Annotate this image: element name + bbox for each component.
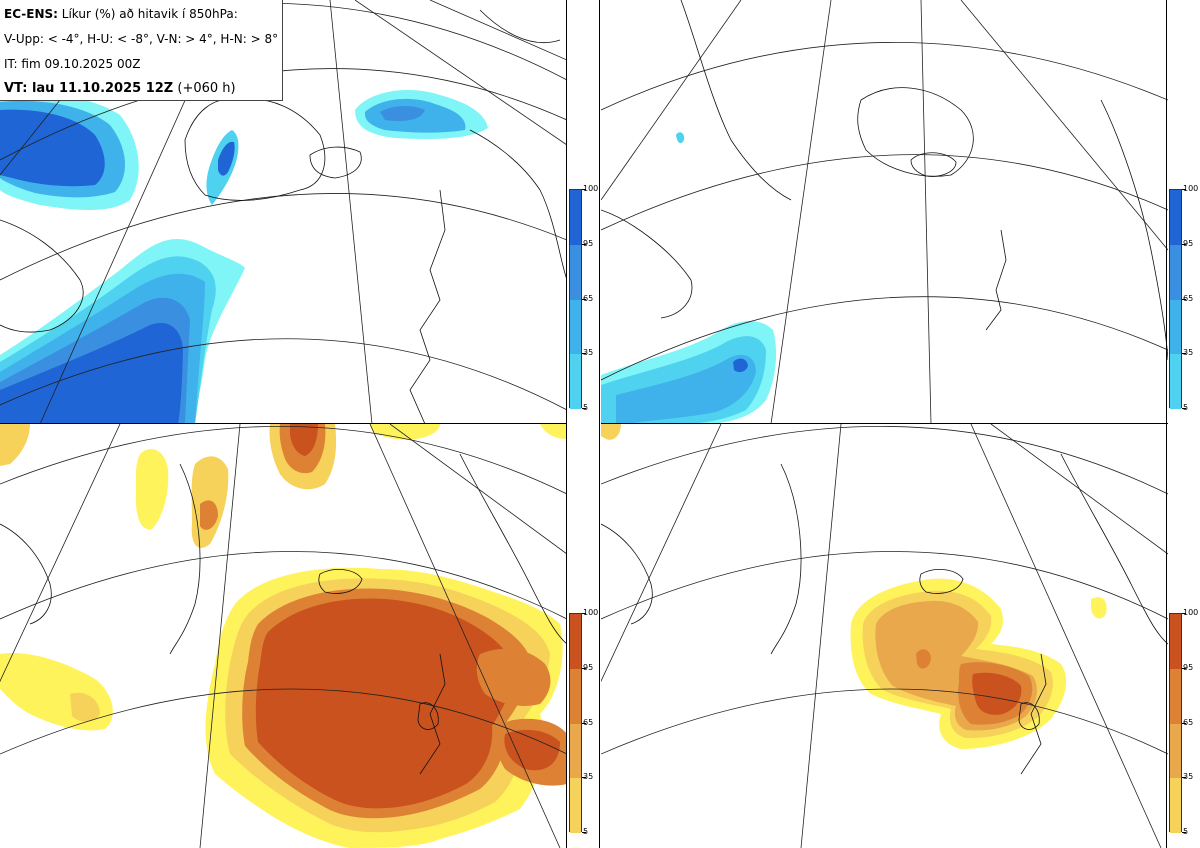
- colorbar-tick-mark: [582, 777, 586, 779]
- map-panel-hn: [601, 424, 1168, 848]
- colorbar-segment: [1170, 614, 1181, 669]
- colorbar-tick-label: 100: [583, 184, 599, 193]
- info-box: EC-ENS: Líkur (%) að hitavik í 850hPa: V…: [0, 0, 283, 101]
- colorbar-segment: [1170, 244, 1181, 300]
- colorbar-segment: [570, 299, 581, 355]
- coastlines: [601, 453, 1168, 775]
- info-title: EC-ENS: Líkur (%) að hitavik í 850hPa:: [4, 7, 238, 21]
- colorbar-vn: [569, 613, 582, 833]
- colorbar-tick-mark: [582, 298, 586, 300]
- colorbar-segment: [1170, 668, 1181, 724]
- info-valid-time: VT: lau 11.10.2025 12Z (+060 h): [4, 81, 236, 96]
- colorbar-segment: [570, 190, 581, 245]
- colorbar-tick-label: 95: [1183, 662, 1194, 672]
- colorbar-hn: [1169, 613, 1182, 833]
- colorbar-tick-mark: [1182, 298, 1186, 300]
- map-panel-vn: [0, 424, 567, 848]
- colorbar-tick-label: 65: [583, 293, 594, 303]
- colorbar-tick-mark: [1182, 408, 1186, 409]
- colorbar-tick-label: 95: [583, 662, 594, 672]
- colorbar-segment: [1170, 354, 1181, 409]
- colorbar-segment: [570, 668, 581, 724]
- info-initial-time: IT: fim 09.10.2025 00Z: [4, 57, 141, 71]
- colorbar-tick-label: 65: [1183, 293, 1194, 303]
- colorbar-tick-label: 5: [583, 827, 589, 836]
- coastlines: [601, 0, 1168, 361]
- colorbar-tick-mark: [1182, 353, 1186, 355]
- colorbar-tick-mark: [582, 353, 586, 355]
- colorbar-tick-label: 65: [583, 717, 594, 727]
- colorbar-tick-label: 100: [1183, 184, 1199, 193]
- colorbar-tick-mark: [582, 189, 586, 190]
- colorbar-tick-label: 5: [1183, 403, 1189, 412]
- colorbar-tick-label: 65: [1183, 717, 1194, 727]
- colorbar-tick-label: 35: [1183, 348, 1194, 358]
- colorbar-tick-mark: [1182, 667, 1186, 669]
- probability-field: [0, 90, 488, 424]
- info-thresholds: V-Upp: < -4°, H-U: < -8°, V-N: > 4°, H-N…: [4, 32, 279, 46]
- colorbar-tick-label: 95: [1183, 238, 1194, 248]
- colorbar-tick-mark: [582, 408, 586, 409]
- colorbar-tick-mark: [582, 832, 586, 833]
- colorbar-segment: [1170, 723, 1181, 779]
- probability-field: [0, 424, 567, 848]
- colorbar-tick-mark: [1182, 613, 1186, 614]
- colorbar-vupp: [569, 189, 582, 409]
- graticule: [601, 424, 1168, 848]
- colorbar-segment: [1170, 778, 1181, 833]
- colorbar-segment: [1170, 190, 1181, 245]
- colorbar-tick-label: 35: [583, 772, 594, 782]
- colorbar-tick-mark: [582, 243, 586, 245]
- colorbar-hu: [1169, 189, 1182, 409]
- map-vn: [0, 424, 567, 848]
- colorbar-tick-mark: [1182, 243, 1186, 245]
- colorbar-tick-mark: [582, 667, 586, 669]
- colorbar-tick-label: 5: [583, 403, 589, 412]
- colorbar-tick-label: 95: [583, 238, 594, 248]
- colorbar-segment: [1170, 299, 1181, 355]
- colorbar-tick-label: 35: [583, 348, 594, 358]
- colorbar-tick-label: 35: [1183, 772, 1194, 782]
- colorbar-segment: [570, 778, 581, 833]
- map-hu: [601, 0, 1168, 424]
- map-vupp: [0, 0, 567, 424]
- colorbar-tick-mark: [582, 722, 586, 724]
- map-panel-hu: [601, 0, 1168, 424]
- coastlines: [0, 453, 567, 775]
- colorbar-segment: [570, 354, 581, 409]
- graticule: [601, 0, 1168, 424]
- colorbar-tick-mark: [1182, 777, 1186, 779]
- colorbar-segment: [570, 244, 581, 300]
- map-panel-vupp: EC-ENS: Líkur (%) að hitavik í 850hPa: V…: [0, 0, 567, 424]
- probability-field: [601, 132, 777, 424]
- map-hn: [601, 424, 1168, 848]
- colorbar-tick-label: 5: [1183, 827, 1189, 836]
- colorbar-tick-mark: [1182, 722, 1186, 724]
- colorbar-segment: [570, 614, 581, 669]
- colorbar-tick-label: 100: [583, 608, 599, 617]
- colorbar-tick-mark: [582, 613, 586, 614]
- colorbar-tick-label: 100: [1183, 608, 1199, 617]
- colorbar-tick-mark: [1182, 832, 1186, 833]
- colorbar-segment: [570, 723, 581, 779]
- graticule: [0, 424, 567, 848]
- colorbar-tick-mark: [1182, 189, 1186, 190]
- probability-field: [601, 424, 1107, 749]
